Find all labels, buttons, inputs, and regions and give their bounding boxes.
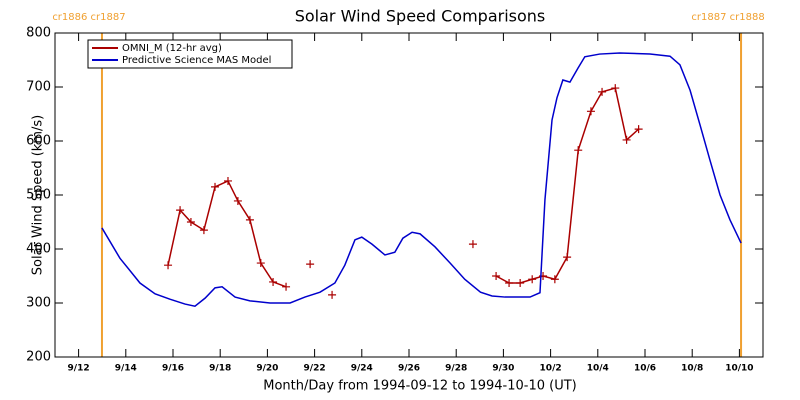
series-line <box>101 52 742 308</box>
x-tick-label: 9/24 <box>351 364 373 374</box>
y-tick-label: 500 <box>26 188 51 203</box>
legend-label: OMNI_M (12-hr avg) <box>122 43 222 54</box>
data-point <box>492 272 501 280</box>
data-point <box>269 277 278 286</box>
y-tick-label: 700 <box>26 80 51 95</box>
data-point <box>223 176 232 185</box>
data-point <box>622 135 631 144</box>
x-axis-label: Month/Day from 1994-09-12 to 1994-10-10 … <box>263 379 576 394</box>
x-tick-label: 9/30 <box>492 364 514 374</box>
data-point <box>211 182 220 191</box>
data-point <box>256 259 265 268</box>
data-point <box>186 218 195 226</box>
x-tick-label: 10/10 <box>725 364 753 374</box>
data-point <box>245 215 254 224</box>
data-point <box>586 107 595 116</box>
data-point <box>328 290 337 299</box>
legend-box <box>87 39 293 69</box>
x-tick-label: 9/16 <box>162 364 184 374</box>
y-axis-label: Solar Wind Speed (km/s) <box>31 115 46 275</box>
data-point <box>550 275 559 284</box>
data-point <box>574 146 583 155</box>
legend-label: Predictive Science MAS Model <box>122 55 271 66</box>
y-tick-label: 200 <box>26 350 51 365</box>
y-tick-label: 400 <box>26 242 51 257</box>
chart-title: Solar Wind Speed Comparisons <box>295 7 546 26</box>
x-tick-label: 9/26 <box>398 364 420 374</box>
data-point <box>505 279 514 288</box>
data-point <box>199 226 208 235</box>
data-point <box>516 279 525 288</box>
data-point <box>528 275 537 284</box>
x-tick-label: 10/8 <box>681 364 703 374</box>
data-point <box>598 87 607 96</box>
data-point <box>282 282 291 291</box>
data-point <box>306 260 315 269</box>
legend: OMNI_M (12-hr avg)Predictive Science MAS… <box>87 39 293 69</box>
x-tick-label: 10/2 <box>540 364 562 374</box>
x-tick-label: 10/4 <box>587 364 609 374</box>
y-tick-label: 800 <box>26 26 51 41</box>
x-tick-label: 9/20 <box>256 364 278 374</box>
data-point <box>611 84 620 93</box>
rotation-label: cr1887 cr1888 <box>691 12 764 23</box>
data-point <box>164 261 173 270</box>
rotation-label: cr1886 cr1887 <box>52 12 125 23</box>
data-point <box>233 196 242 205</box>
x-tick-label: 9/28 <box>445 364 467 374</box>
data-point <box>176 206 185 215</box>
y-tick-label: 300 <box>26 296 51 311</box>
plot-frame <box>54 32 764 358</box>
x-tick-label: 10/6 <box>634 364 656 374</box>
data-point <box>468 240 477 249</box>
x-tick-label: 9/12 <box>68 364 90 374</box>
x-tick-label: 9/14 <box>115 364 137 374</box>
y-tick-label: 600 <box>26 134 51 149</box>
data-point <box>634 125 643 134</box>
x-tick-label: 9/22 <box>304 364 326 374</box>
x-tick-label: 9/18 <box>209 364 231 374</box>
data-point <box>563 253 572 262</box>
